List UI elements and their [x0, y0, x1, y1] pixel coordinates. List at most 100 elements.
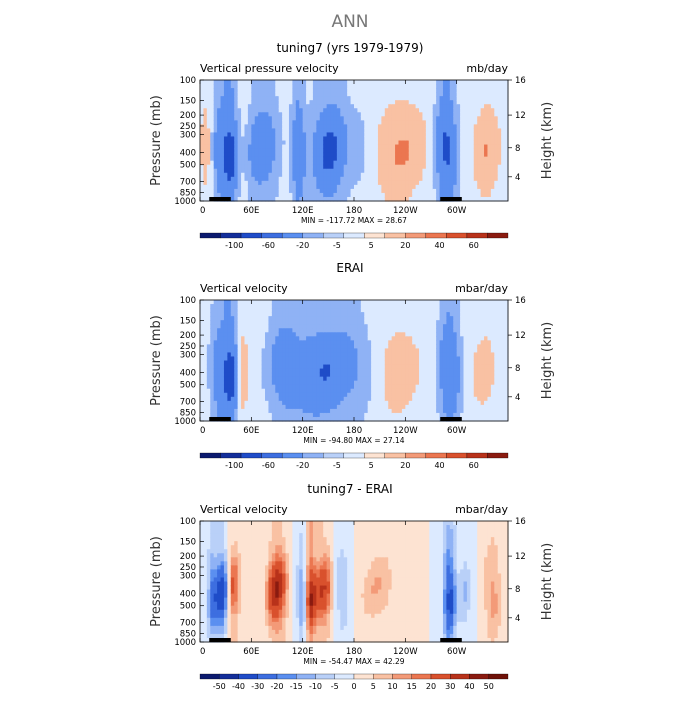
field-cell [433, 356, 437, 361]
field-cell [323, 377, 327, 382]
field-cell [344, 352, 348, 357]
field-cell [351, 393, 355, 398]
field-cell [203, 108, 207, 113]
field-cell [446, 401, 450, 406]
field-cell [203, 336, 207, 341]
field-cell [419, 397, 423, 402]
field-cell [310, 385, 314, 390]
field-cell [299, 336, 303, 341]
field-cell [214, 193, 218, 198]
field-cell [433, 169, 437, 174]
field-cell [200, 405, 204, 410]
field-cell [282, 132, 286, 137]
field-cell [330, 104, 334, 109]
field-cell [433, 193, 437, 198]
field-cell [378, 132, 382, 137]
field-cell [405, 320, 409, 325]
field-cell [286, 389, 290, 394]
field-cell [268, 169, 272, 174]
field-cell [238, 141, 242, 146]
field-cell [340, 300, 344, 305]
field-cell [405, 316, 409, 321]
field-cell [231, 112, 235, 117]
field-cell [203, 100, 207, 105]
field-cell [200, 112, 204, 117]
field-cell [296, 365, 300, 370]
field-cell [214, 344, 218, 349]
field-cell [446, 340, 450, 345]
field-cell [378, 373, 382, 378]
field-cell [327, 377, 331, 382]
field-cell [327, 108, 331, 113]
field-cell [323, 157, 327, 162]
field-cell [296, 153, 300, 158]
field-cell [354, 104, 358, 109]
field-cell [422, 352, 426, 357]
field-cell [426, 308, 430, 313]
field-cell [238, 161, 242, 166]
field-cell [251, 344, 255, 349]
field-cell [234, 332, 238, 337]
field-cell [385, 177, 389, 182]
field-cell [310, 149, 314, 154]
field-cell [440, 116, 444, 121]
field-cell [255, 332, 259, 337]
field-cell [395, 157, 399, 162]
field-cell [265, 312, 269, 317]
field-cell [207, 393, 211, 398]
field-cell [227, 377, 231, 382]
field-cell [494, 124, 498, 129]
field-cell [460, 132, 464, 137]
field-cell [299, 401, 303, 406]
field-cell [289, 365, 293, 370]
field-cell [203, 116, 207, 121]
field-cell [299, 128, 303, 133]
field-cell [231, 401, 235, 406]
field-cell [258, 80, 262, 85]
field-cell [323, 348, 327, 353]
field-cell [306, 112, 310, 117]
field-cell [498, 185, 502, 190]
field-cell [464, 116, 468, 121]
field-cell [323, 124, 327, 129]
field-cell [286, 193, 290, 198]
field-cell [375, 104, 379, 109]
field-cell [464, 108, 468, 113]
field-cell [395, 165, 399, 170]
field-cell [388, 389, 392, 394]
field-cell [207, 409, 211, 414]
field-cell [378, 149, 382, 154]
field-cell [282, 100, 286, 105]
field-cell [354, 80, 358, 85]
field-cell [279, 124, 283, 129]
field-cell [347, 413, 351, 418]
field-cell [337, 124, 341, 129]
field-cell [419, 340, 423, 345]
field-cell [234, 377, 238, 382]
field-cell [214, 112, 218, 117]
field-cell [217, 157, 221, 162]
field-cell [279, 136, 283, 141]
field-cell [416, 128, 420, 133]
field-cell [477, 124, 481, 129]
field-cell [347, 108, 351, 113]
field-cell [443, 173, 447, 178]
field-cell [262, 84, 266, 89]
field-cell [234, 173, 238, 178]
field-cell [385, 136, 389, 141]
field-cell [241, 300, 245, 305]
field-cell [422, 96, 426, 101]
field-cell [289, 112, 293, 117]
field-cell [398, 405, 402, 410]
field-cell [289, 352, 293, 357]
field-cell [231, 185, 235, 190]
field-cell [320, 401, 324, 406]
field-cell [378, 80, 382, 85]
field-cell [320, 381, 324, 386]
field-cell [426, 145, 430, 150]
field-cell [272, 100, 276, 105]
field-cell [395, 112, 399, 117]
field-cell [422, 316, 426, 321]
field-cell [296, 385, 300, 390]
field-cell [313, 413, 317, 418]
